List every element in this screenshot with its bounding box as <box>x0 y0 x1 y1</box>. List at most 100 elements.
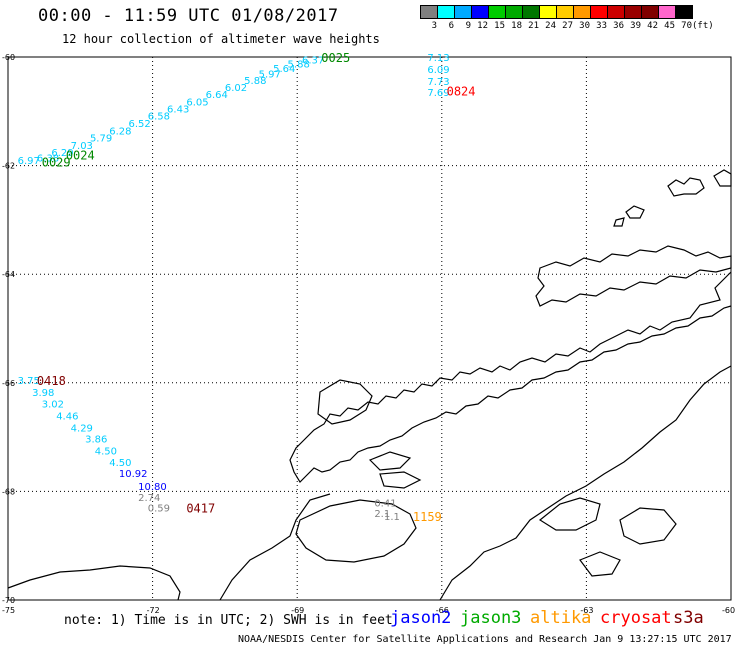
pass-time-label: 0418 <box>37 374 66 388</box>
wave-height-label: 6.52 <box>129 119 151 130</box>
legend-label: 3 <box>431 21 437 31</box>
satellite-name-altika: altika <box>530 608 592 628</box>
wave-height-label: 4.29 <box>71 423 93 434</box>
legend-label: 70 <box>681 21 692 31</box>
wave-height-label: 4.50 <box>95 447 117 458</box>
wave-height-label: 5.64 <box>273 64 295 75</box>
pass-time-label: 1159 <box>413 510 442 524</box>
wave-height-label: 6.28 <box>109 126 131 137</box>
lat-tick-label: -64 <box>2 270 15 279</box>
southeast-coast <box>439 365 732 601</box>
legend-label: 27 <box>562 21 573 31</box>
island-2 <box>713 169 732 187</box>
legend-label: 18 <box>511 21 522 31</box>
alexander-island <box>295 499 417 563</box>
wave-height-label: 6.02 <box>225 83 247 94</box>
satellite-name-s3a: s3a <box>673 608 704 628</box>
wave-height-label: 3.75 <box>18 376 40 387</box>
wave-height-label: 6.97 <box>18 156 40 167</box>
map-frame <box>7 56 732 601</box>
island-3 <box>625 205 645 219</box>
page-title: 00:00 - 11:59 UTC 01/08/2017 <box>38 6 339 26</box>
lat-tick-label: -62 <box>2 162 15 171</box>
pass-time-label: 0824 <box>447 85 476 99</box>
wave-height-label: 3.98 <box>32 388 54 399</box>
wave-height-label: 10.92 <box>119 469 148 480</box>
color-legend: 3 6 9 12 15 18 21 24 27 30 33 36 39 42 45 70 (ft) <box>420 5 714 31</box>
lat-tick-label: -70 <box>2 596 15 605</box>
legend-label: 30 <box>579 21 590 31</box>
legend-label: (ft) <box>692 21 714 31</box>
pass-time-label: 0417 <box>186 502 215 516</box>
wave-height-label: 7.03 <box>71 141 93 152</box>
inland-feature <box>579 551 621 577</box>
footnote: note: 1) Time is in UTC; 2) SWH is in fe… <box>64 613 393 628</box>
pass-time-label: 0025 <box>321 51 350 65</box>
pass-time-label: 0024 <box>66 149 95 163</box>
lon-tick-label: -75 <box>2 606 15 615</box>
map-subtitle: 12 hour collection of altimeter wave hei… <box>62 32 380 46</box>
legend-label: 45 <box>664 21 675 31</box>
lat-tick-label: -68 <box>2 487 15 496</box>
legend-label: 39 <box>630 21 641 31</box>
wave-height-label: 6.09 <box>427 65 449 76</box>
wave-height-label: 5.88 <box>288 60 310 71</box>
wave-height-label: 0.59 <box>148 504 170 515</box>
legend-label: 33 <box>596 21 607 31</box>
legend-swatches <box>420 5 709 19</box>
coastline <box>7 169 732 601</box>
island-4 <box>613 217 625 227</box>
wave-height-label: 5.88 <box>244 76 266 87</box>
wave-height-label: 3.02 <box>42 399 64 410</box>
wave-height-label: 10.80 <box>138 482 167 493</box>
satellite-name-jason2: jason2 <box>390 608 452 628</box>
wave-height-label: 6.37 <box>302 56 324 67</box>
wave-height-label: 6.38 <box>37 153 59 164</box>
satellite-name-cryosat: cryosat <box>600 608 672 628</box>
legend-label: 21 <box>528 21 539 31</box>
ellsworth-coast <box>219 493 331 601</box>
legend-label: 9 <box>465 21 471 31</box>
wave-height-label: 0.41 <box>374 498 396 509</box>
legend-label: 6 <box>448 21 454 31</box>
wave-height-label: 4.46 <box>56 411 78 422</box>
peninsula-tip <box>535 245 732 307</box>
peninsula-west-coast <box>289 271 732 483</box>
island-1 <box>667 177 705 197</box>
wave-height-label: 7.13 <box>427 53 449 64</box>
legend-label: 12 <box>477 21 488 31</box>
lon-tick-label: -60 <box>722 606 735 615</box>
wave-height-label: 7.69 <box>427 88 449 99</box>
wave-height-label: 5.97 <box>259 69 281 80</box>
wave-height-label: 2.1 <box>374 509 390 520</box>
lon-tick-label: -69 <box>291 606 304 615</box>
altimeter-tracks: 6.976.386.297.035.796.286.526.586.436.05… <box>18 51 476 524</box>
wave-height-label: 6.05 <box>186 98 208 109</box>
graticule: -60 -62 -64 -66 -68 -70-75 -72 -69 -66 -63 -60 <box>2 53 735 615</box>
wave-height-label: 2.74 <box>138 493 160 504</box>
wave-height-label: 3.86 <box>85 435 107 446</box>
wave-height-label: 6.43 <box>167 105 189 116</box>
legend-label: 42 <box>647 21 658 31</box>
legend-label: 24 <box>545 21 556 31</box>
wave-height-label: 5.79 <box>90 133 112 144</box>
adelaide-island <box>317 379 373 425</box>
ice-shelf-2 <box>619 507 677 545</box>
legend-label: 15 <box>494 21 505 31</box>
lon-tick-label: -63 <box>580 606 593 615</box>
wave-height-label: 6.58 <box>148 112 170 123</box>
wave-height-label: 7.73 <box>427 77 449 88</box>
legend-label: 36 <box>613 21 624 31</box>
lat-tick-label: -60 <box>2 53 15 62</box>
pass-time-label: 0029 <box>42 155 71 169</box>
legend-labels: 3 6 9 12 15 18 21 24 27 30 33 36 39 42 45 70 (ft) <box>420 21 714 31</box>
inlet-lines <box>368 451 422 489</box>
credit-line: NOAA/NESDIS Center for Satellite Applica… <box>238 634 732 645</box>
southern-coast <box>7 565 181 601</box>
lat-tick-label: -66 <box>2 379 15 388</box>
ice-shelf-1 <box>538 497 601 531</box>
lon-tick-label: -72 <box>147 606 160 615</box>
lon-tick-label: -66 <box>436 606 449 615</box>
